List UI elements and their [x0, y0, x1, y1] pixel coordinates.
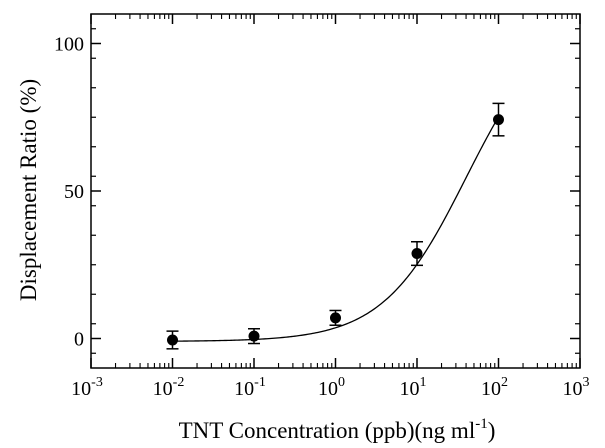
x-tick-label: 10-3	[71, 375, 103, 400]
data-point	[411, 248, 423, 260]
data-points	[166, 102, 505, 350]
y-tick-label: 100	[54, 34, 84, 56]
data-point	[493, 114, 504, 126]
fit-curve	[172, 116, 500, 342]
x-ticks: 10-3 10-2 10-1 100 101 102 103	[71, 14, 590, 400]
data-point	[248, 330, 260, 342]
x-tick-label: 103	[563, 375, 590, 400]
data-point	[330, 312, 341, 324]
y-tick-label: 50	[64, 181, 84, 203]
x-tick-label: 10-2	[153, 375, 185, 400]
data-point	[167, 334, 178, 346]
x-tick-label: 100	[318, 375, 345, 400]
x-tick-label: 101	[400, 375, 427, 400]
y-axis-label: Displacement Ratio (%)	[16, 79, 41, 301]
x-tick-label: 102	[481, 375, 508, 400]
y-tick-label: 0	[74, 329, 84, 351]
x-axis-label: TNT Concentration (ppb)(ng ml-1)	[179, 416, 496, 443]
y-ticks: 0 50 100	[54, 28, 580, 354]
fit-curve-group	[172, 116, 500, 342]
x-tick-label: 10-1	[234, 375, 266, 400]
